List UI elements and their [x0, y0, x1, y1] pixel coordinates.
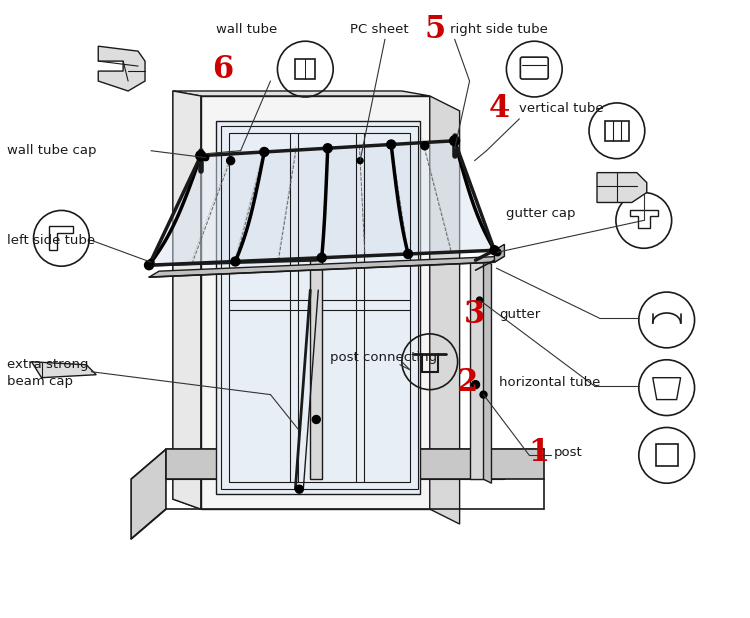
Text: post: post — [554, 446, 583, 459]
Text: left side tube: left side tube — [7, 234, 94, 247]
Polygon shape — [173, 91, 430, 96]
Polygon shape — [131, 449, 166, 539]
Circle shape — [260, 148, 268, 156]
Text: 1: 1 — [529, 437, 550, 468]
Polygon shape — [166, 449, 544, 479]
Text: wall tube: wall tube — [216, 23, 277, 36]
Circle shape — [148, 259, 154, 265]
Circle shape — [145, 261, 154, 269]
Polygon shape — [310, 260, 322, 479]
Text: extra strong: extra strong — [7, 358, 88, 371]
Text: right side tube: right side tube — [450, 23, 548, 36]
Polygon shape — [430, 96, 460, 524]
Circle shape — [480, 391, 487, 398]
Circle shape — [357, 158, 363, 164]
Text: post connecting: post connecting — [330, 351, 437, 364]
Polygon shape — [98, 46, 145, 91]
Polygon shape — [201, 96, 430, 509]
Bar — [296, 59, 315, 79]
Circle shape — [226, 157, 235, 164]
Circle shape — [296, 485, 303, 493]
Polygon shape — [484, 260, 491, 483]
Polygon shape — [131, 449, 544, 479]
Polygon shape — [173, 91, 201, 509]
Text: 6: 6 — [212, 54, 233, 85]
Circle shape — [323, 144, 332, 153]
Text: gutter: gutter — [500, 308, 541, 321]
Text: 3: 3 — [464, 300, 485, 331]
Circle shape — [196, 151, 206, 161]
Circle shape — [450, 136, 460, 146]
Circle shape — [202, 154, 208, 161]
Text: horizontal tube: horizontal tube — [500, 376, 601, 389]
Circle shape — [317, 253, 326, 262]
Bar — [656, 444, 678, 467]
Bar — [605, 121, 628, 141]
Polygon shape — [173, 91, 201, 509]
Text: gutter cap: gutter cap — [506, 207, 576, 220]
Text: 2: 2 — [457, 367, 478, 398]
Circle shape — [494, 249, 501, 256]
Circle shape — [472, 381, 479, 389]
Polygon shape — [494, 244, 505, 262]
Text: 5: 5 — [424, 14, 445, 44]
Text: beam cap: beam cap — [7, 375, 73, 388]
Circle shape — [404, 250, 412, 258]
Polygon shape — [32, 362, 96, 378]
Polygon shape — [470, 260, 484, 479]
Circle shape — [196, 151, 206, 160]
Text: vertical tube: vertical tube — [519, 103, 604, 116]
Circle shape — [476, 297, 482, 303]
Text: 4: 4 — [489, 93, 510, 124]
Polygon shape — [597, 172, 646, 203]
Text: PC sheet: PC sheet — [350, 23, 409, 36]
Circle shape — [387, 140, 396, 149]
Polygon shape — [149, 141, 494, 265]
Circle shape — [231, 257, 240, 266]
Circle shape — [450, 137, 459, 145]
Polygon shape — [149, 256, 505, 277]
Polygon shape — [216, 121, 420, 494]
Circle shape — [490, 246, 499, 255]
Circle shape — [312, 415, 320, 423]
Text: wall tube cap: wall tube cap — [7, 144, 96, 157]
Circle shape — [421, 142, 429, 150]
